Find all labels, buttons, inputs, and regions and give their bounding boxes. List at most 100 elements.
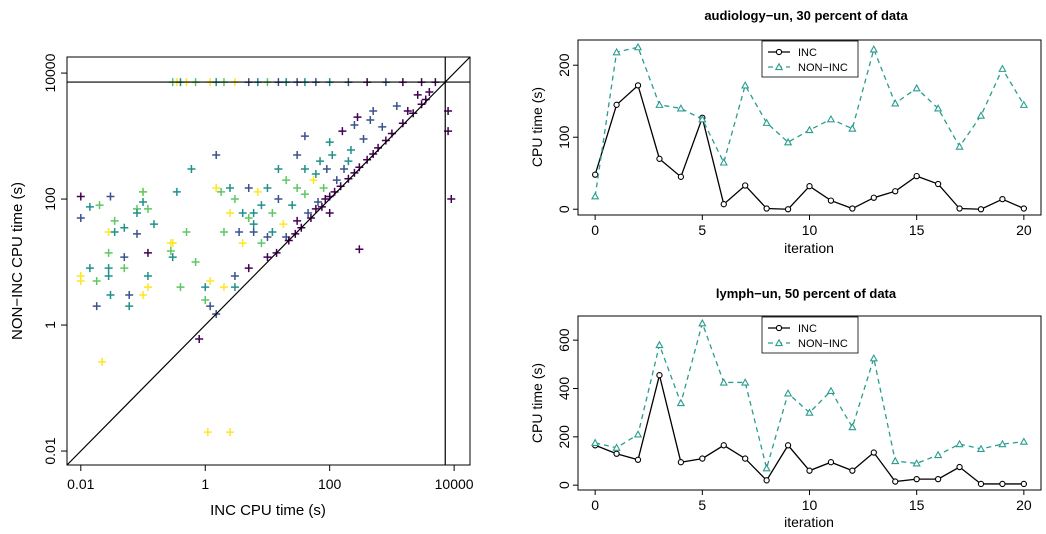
lymph-series	[591, 318, 1028, 488]
scatter-point	[257, 201, 266, 210]
scatter-point	[355, 245, 364, 254]
line1-noninc-point	[998, 64, 1007, 72]
line2-noninc-point	[591, 438, 600, 446]
scatter-point	[257, 239, 266, 248]
line2-noninc-point	[719, 378, 728, 386]
line2-inc-point	[892, 478, 899, 485]
line2-inc-point	[677, 459, 685, 466]
lymph-chart-title: lymph−un, 50 percent of data	[716, 286, 897, 301]
scatter-point	[230, 283, 239, 292]
scatter-point	[143, 283, 152, 292]
scatter-y-axis: 0.01 1 100 10000	[42, 53, 67, 465]
line2-y-tick-label: 200	[556, 425, 572, 449]
scatter-point	[92, 277, 101, 286]
scatter-point	[268, 209, 277, 218]
scatter-point	[201, 295, 210, 304]
scatter-point	[447, 195, 456, 204]
scatter-point	[219, 227, 228, 236]
scatter-point	[316, 157, 325, 166]
scatter-point	[139, 197, 148, 206]
line1-noninc-point	[741, 81, 750, 89]
line1-inc-point	[934, 180, 942, 188]
line2-inc-point	[784, 442, 792, 449]
line1-noninc-point	[848, 124, 857, 132]
line1-noninc-point	[612, 47, 621, 56]
line1-legend-label: NON−INC	[798, 62, 848, 74]
line2-noninc-point	[762, 463, 771, 472]
scatter-point	[293, 151, 302, 160]
line1-inc-point	[634, 82, 642, 89]
scatter-point	[92, 302, 101, 311]
line2-inc-point	[656, 372, 663, 379]
line2-noninc-point	[976, 444, 986, 453]
scatter-point	[172, 187, 181, 196]
line2-legend-box	[761, 316, 859, 354]
scatter-point	[366, 115, 375, 124]
scatter-point	[201, 283, 210, 292]
scatter-point	[350, 168, 359, 177]
line1-noninc-point	[1019, 100, 1028, 108]
scatter-point	[106, 290, 115, 299]
scatter-points	[76, 78, 456, 437]
scatter-point	[212, 151, 221, 160]
scatter-point	[344, 157, 353, 166]
scatter-point	[274, 195, 283, 204]
line2-noninc-point	[741, 378, 750, 386]
audiology-x-axis-label: iteration	[784, 240, 834, 256]
line1-noninc-point	[912, 83, 921, 92]
scatter-point	[125, 302, 134, 311]
line2-noninc-point	[955, 439, 964, 448]
scatter-point	[332, 176, 341, 185]
scatter-point	[168, 239, 177, 248]
line2-x-tick-label: 10	[802, 497, 818, 513]
line2-noninc-point	[848, 422, 857, 431]
scatter-point	[106, 192, 115, 201]
line2-y-tick-label: 400	[556, 377, 572, 401]
line1-noninc-point	[591, 191, 600, 200]
scatter-point	[344, 174, 353, 183]
scatter-point	[340, 165, 349, 174]
scatter-point	[226, 183, 235, 192]
line1-noninc-point	[698, 114, 707, 123]
line2-legend-label: INC	[798, 323, 817, 335]
lymph-legend: INC NON−INC	[761, 316, 859, 354]
line2-noninc-point	[998, 439, 1007, 448]
line1-y-tick-label: 0	[556, 205, 572, 213]
scatter-point	[293, 183, 302, 192]
scatter-point	[143, 248, 152, 257]
line1-inc-point	[784, 206, 792, 213]
scatter-point	[230, 272, 239, 281]
scatter-point	[321, 195, 330, 204]
line1-noninc-point	[655, 100, 664, 108]
lymph-y-axis-label: CPU time (s)	[529, 363, 545, 443]
line2-noninc-point	[655, 340, 664, 349]
audiology-line-chart-panel: audiology−un, 30 percent of data 0 5 10 15 2…	[529, 8, 1042, 256]
scatter-point	[195, 335, 204, 344]
scatter-point	[282, 176, 291, 185]
line1-noninc-point	[633, 42, 643, 51]
line2-inc-point	[870, 449, 877, 456]
line1-noninc-point	[805, 125, 814, 134]
line2-inc-point	[613, 450, 620, 457]
identity-diagonal-line	[66, 56, 471, 466]
scatter-point	[417, 100, 426, 109]
scatter-y-tick-label: 10000	[42, 53, 58, 92]
scatter-point	[85, 264, 94, 273]
scatter-x-tick-label: 100	[318, 476, 342, 492]
scatter-point	[338, 127, 347, 136]
line2-inc-point	[763, 477, 770, 484]
line2-inc-point	[720, 442, 727, 449]
scatter-point	[244, 264, 253, 273]
scatter-point	[125, 290, 134, 299]
scatter-point	[235, 227, 244, 236]
line1-inc-point	[742, 182, 749, 189]
scatter-point	[132, 229, 141, 238]
scatter-point	[392, 102, 401, 111]
line2-x-tick-label: 0	[591, 497, 599, 513]
line1-inc-point	[849, 205, 856, 212]
scatter-point	[244, 183, 253, 192]
scatter-point	[274, 165, 283, 174]
scatter-point	[143, 272, 152, 281]
line2-x-tick-label: 15	[909, 497, 925, 513]
